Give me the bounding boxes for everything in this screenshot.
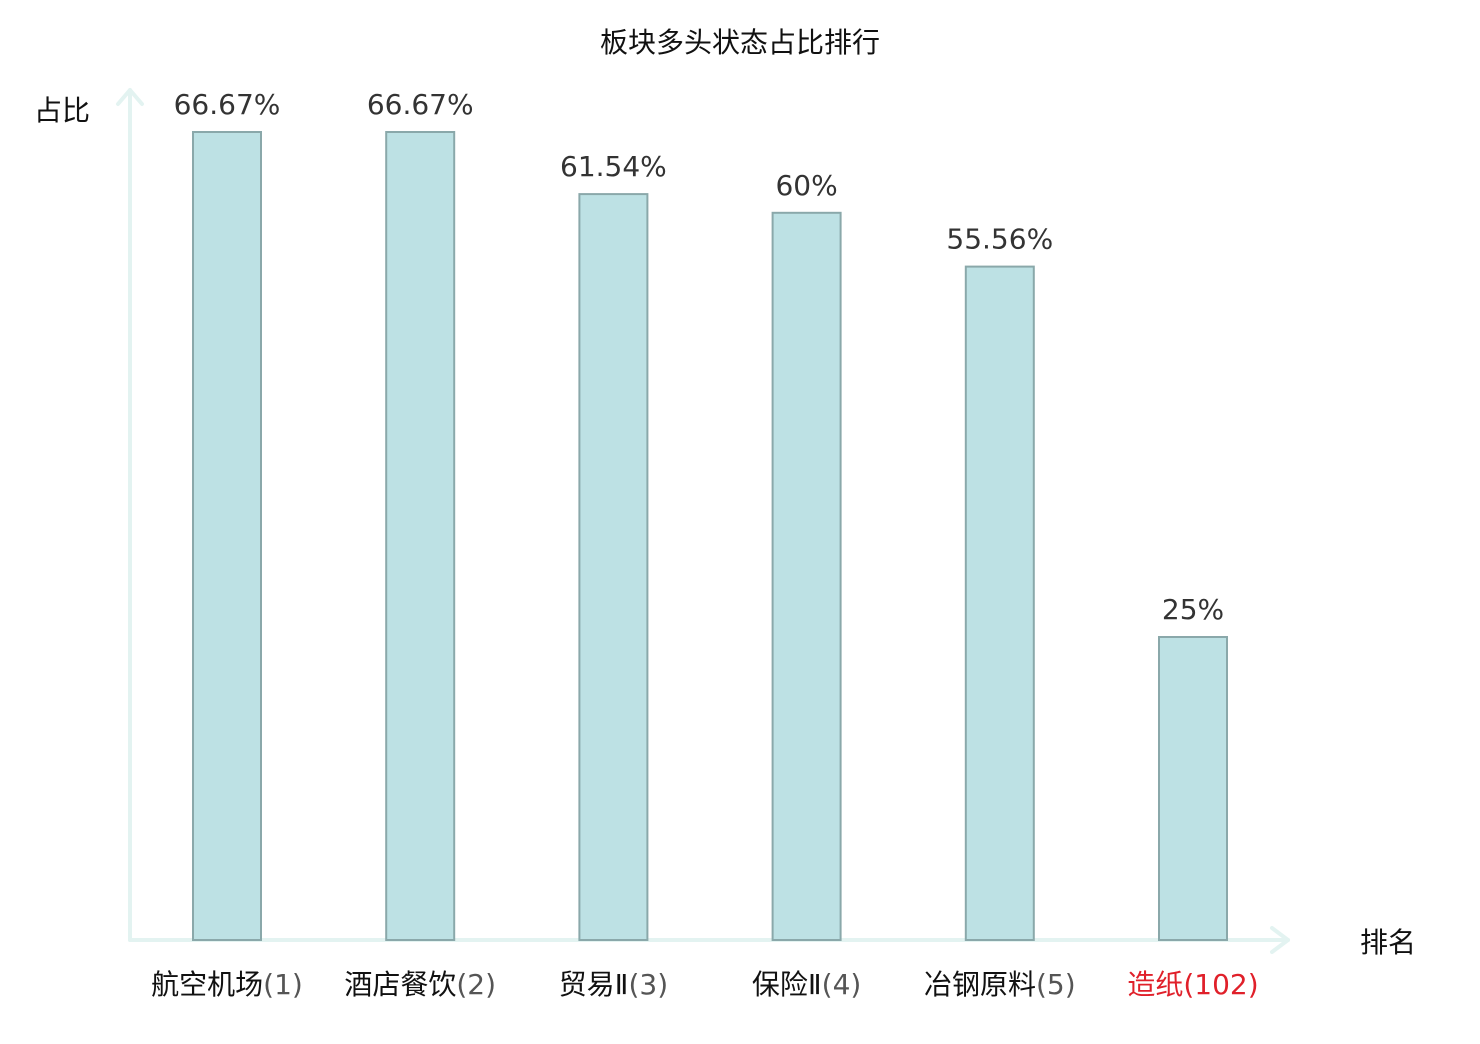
- bar-5: [964, 265, 1035, 942]
- category-name: 贸易Ⅱ: [559, 968, 629, 1001]
- bar-1: [192, 131, 262, 941]
- bar-3: [578, 193, 649, 942]
- category-name: 航空机场: [151, 968, 263, 1001]
- category-label-6: 造纸(102): [1127, 968, 1258, 1001]
- category-name: 造纸: [1127, 968, 1183, 1001]
- category-rank: (3): [628, 968, 668, 1001]
- category-name: 冶钢原料: [924, 968, 1036, 1001]
- category-rank: (102): [1183, 968, 1258, 1001]
- category-rank: (1): [263, 968, 303, 1001]
- bar-6: [1158, 636, 1228, 941]
- bar-2: [385, 131, 456, 941]
- category-label-4: 保险Ⅱ(4): [752, 968, 861, 1001]
- bars: [192, 131, 1228, 942]
- category-rank: (5): [1036, 968, 1076, 1001]
- category-name: 保险Ⅱ: [752, 968, 822, 1001]
- category-label-3: 贸易Ⅱ(3): [559, 968, 668, 1001]
- category-label-1: 航空机场(1): [151, 968, 303, 1001]
- value-label-1: 66.67%: [174, 88, 281, 121]
- bar-4: [771, 211, 842, 942]
- y-axis-title: 占比: [34, 94, 90, 127]
- category-labels: 航空机场(1) 酒店餐饮(2) 贸易Ⅱ(3) 保险Ⅱ(4) 冶钢原料(5) 造纸(102): [151, 968, 1259, 1001]
- value-label-5: 55.56%: [946, 223, 1053, 256]
- value-label-2: 66.67%: [367, 88, 474, 121]
- category-rank: (4): [822, 968, 862, 1001]
- category-rank: (2): [456, 968, 496, 1001]
- value-label-6: 25%: [1162, 593, 1224, 626]
- value-label-3: 61.54%: [560, 150, 667, 183]
- category-name: 酒店餐饮: [344, 968, 456, 1001]
- x-axis-arrow-icon: [1270, 926, 1290, 954]
- value-label-4: 60%: [775, 169, 837, 202]
- category-label-2: 酒店餐饮(2): [344, 968, 496, 1001]
- axes: [116, 88, 1290, 954]
- y-axis-arrow-icon: [116, 88, 144, 106]
- x-axis-title: 排名: [1360, 926, 1416, 959]
- value-labels: 66.67% 66.67% 61.54% 60% 55.56% 25%: [174, 88, 1225, 626]
- category-label-5: 冶钢原料(5): [924, 968, 1076, 1001]
- chart-title: 板块多头状态占比排行: [600, 26, 880, 59]
